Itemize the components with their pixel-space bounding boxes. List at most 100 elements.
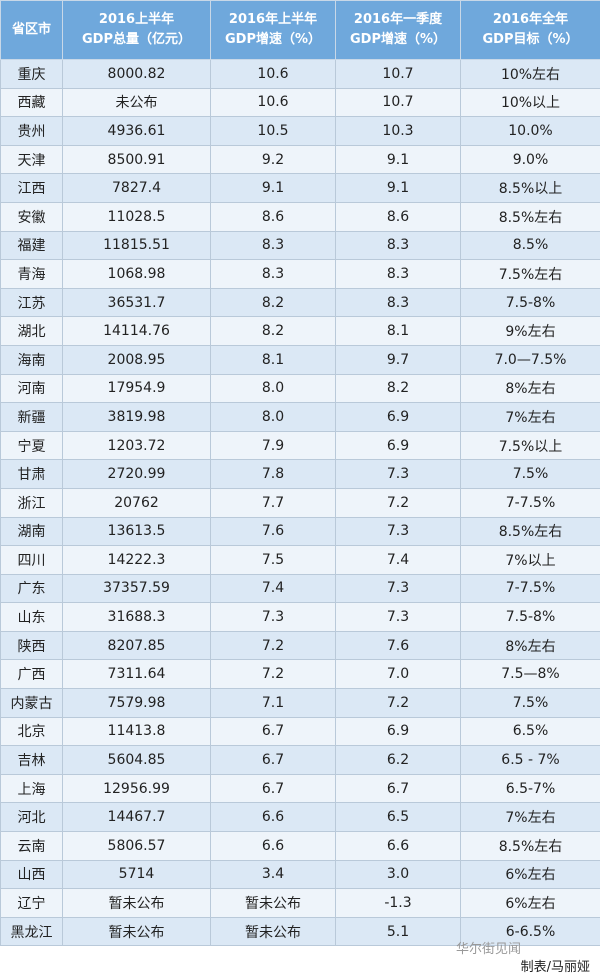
- cell: 6.5: [335, 802, 461, 833]
- table-row: 江西 7827.4 9.1 9.1 8.5%以上: [0, 173, 600, 203]
- cell: 7.3: [210, 602, 336, 632]
- cell: 广西: [0, 659, 63, 690]
- cell: 3.4: [210, 859, 336, 890]
- cell: 8.3: [335, 230, 461, 261]
- cell: 7.2: [210, 659, 336, 690]
- cell: 8.5%左右: [460, 831, 600, 861]
- table-row: 山东 31688.3 7.3 7.3 7.5-8%: [0, 602, 600, 632]
- cell: 山西: [0, 859, 63, 890]
- cell: 7.2: [335, 487, 461, 518]
- cell: 8.6: [210, 201, 336, 232]
- cell: 暂未公布: [210, 916, 336, 947]
- cell: 7.2: [210, 630, 336, 661]
- header-cell: 省区市: [0, 0, 63, 60]
- cell: 7.1: [210, 688, 336, 718]
- cell: 7-7.5%: [460, 487, 600, 518]
- cell: 7.4: [210, 573, 336, 604]
- cell: 14222.3: [62, 545, 211, 575]
- header-cell: 2016上半年 GDP总量（亿元）: [62, 0, 211, 60]
- table-row: 湖北 14114.76 8.2 8.1 9%左右: [0, 316, 600, 346]
- cell: 7.3: [335, 602, 461, 632]
- table-row: 北京 11413.8 6.7 6.9 6.5%: [0, 716, 600, 747]
- cell: 8.0: [210, 402, 336, 432]
- cell: 6.6: [210, 802, 336, 833]
- table-row: 甘肃 2720.99 7.8 7.3 7.5%: [0, 459, 600, 489]
- cell: 江西: [0, 173, 63, 203]
- watermark: 华尔街见闻: [456, 942, 522, 957]
- table-row: 四川 14222.3 7.5 7.4 7%以上: [0, 545, 600, 575]
- cell: 7.3: [335, 516, 461, 547]
- cell: 31688.3: [62, 602, 211, 632]
- cell: 江苏: [0, 287, 63, 318]
- cell: 8000.82: [62, 59, 211, 89]
- header-line: 2016上半年: [98, 12, 175, 27]
- cell: 9.1: [335, 173, 461, 203]
- cell: 8.6: [335, 201, 461, 232]
- table-row: 江苏 36531.7 8.2 8.3 7.5-8%: [0, 287, 600, 318]
- header-row: 省区市 2016上半年 GDP总量（亿元） 2016年上半年 GDP增速（%） 2016年…: [0, 0, 600, 60]
- cell: 1203.72: [62, 430, 211, 461]
- table-row: 青海 1068.98 8.3 8.3 7.5%左右: [0, 259, 600, 289]
- cell: 8.1: [210, 344, 336, 375]
- cell: 甘肃: [0, 459, 63, 489]
- cell: 河南: [0, 373, 63, 404]
- cell: 8207.85: [62, 630, 211, 661]
- cell: 云南: [0, 831, 63, 861]
- cell: 7-7.5%: [460, 573, 600, 604]
- cell: 7.8: [210, 459, 336, 489]
- cell: 2008.95: [62, 344, 211, 375]
- table-row: 辽宁 暂未公布 暂未公布 -1.3 6%左右: [0, 888, 600, 918]
- cell: 7.5: [210, 545, 336, 575]
- cell: 11028.5: [62, 201, 211, 232]
- cell: 7.4: [335, 545, 461, 575]
- cell: 6.9: [335, 430, 461, 461]
- cell: 3819.98: [62, 402, 211, 432]
- cell: 6.6: [210, 831, 336, 861]
- cell: 6.7: [210, 745, 336, 775]
- cell: 7%左右: [460, 402, 600, 432]
- table-row: 浙江 20762 7.7 7.2 7-7.5%: [0, 487, 600, 518]
- cell: 7311.64: [62, 659, 211, 690]
- cell: 山东: [0, 602, 63, 632]
- cell: 7.0—7.5%: [460, 344, 600, 375]
- header-line: 2016年上半年: [228, 12, 318, 27]
- cell: 9.0%: [460, 144, 600, 175]
- cell: 6.5%: [460, 716, 600, 747]
- cell: 12956.99: [62, 773, 211, 804]
- cell: 5604.85: [62, 745, 211, 775]
- header-line: 2016年全年: [492, 12, 569, 27]
- cell: 10.3: [335, 116, 461, 146]
- cell: 暂未公布: [62, 916, 211, 947]
- cell: 7579.98: [62, 688, 211, 718]
- cell: 8.5%: [460, 230, 600, 261]
- table-row: 黑龙江 暂未公布 暂未公布 5.1 6-6.5%: [0, 916, 600, 947]
- cell: 10%以上: [460, 87, 600, 118]
- cell: 5806.57: [62, 831, 211, 861]
- cell: 8.3: [210, 230, 336, 261]
- cell: 9.2: [210, 144, 336, 175]
- cell: 四川: [0, 545, 63, 575]
- cell: 7.7: [210, 487, 336, 518]
- table-row: 广东 37357.59 7.4 7.3 7-7.5%: [0, 573, 600, 604]
- cell: 17954.9: [62, 373, 211, 404]
- header-line: GDP增速（%）: [349, 32, 446, 47]
- table-row: 广西 7311.64 7.2 7.0 7.5—8%: [0, 659, 600, 690]
- cell: 6.6: [335, 831, 461, 861]
- cell: 20762: [62, 487, 211, 518]
- header-line: 省区市: [11, 22, 51, 37]
- header-cell: 2016年一季度 GDP增速（%）: [335, 0, 461, 60]
- table-row: 福建 11815.51 8.3 8.3 8.5%: [0, 230, 600, 261]
- cell: 辽宁: [0, 888, 63, 918]
- cell: 7.2: [335, 688, 461, 718]
- cell: 1068.98: [62, 259, 211, 289]
- cell: 浙江: [0, 487, 63, 518]
- cell: 3.0: [335, 859, 461, 890]
- cell: 湖北: [0, 316, 63, 346]
- cell: 北京: [0, 716, 63, 747]
- table-row: 吉林 5604.85 6.7 6.2 6.5 - 7%: [0, 745, 600, 775]
- cell: 6%左右: [460, 888, 600, 918]
- cell: 湖南: [0, 516, 63, 547]
- cell: 内蒙古: [0, 688, 63, 718]
- cell: 6%左右: [460, 859, 600, 890]
- cell: 8.1: [335, 316, 461, 346]
